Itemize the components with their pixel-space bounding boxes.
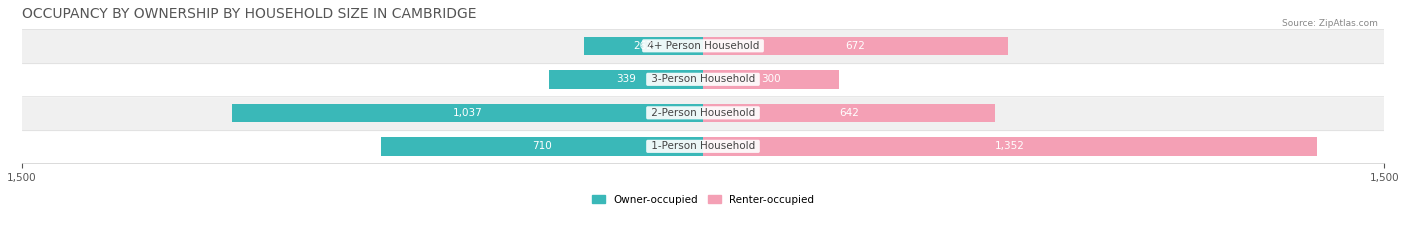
Bar bbox=[703, 37, 1008, 55]
Text: 1-Person Household: 1-Person Household bbox=[648, 141, 758, 151]
Text: Source: ZipAtlas.com: Source: ZipAtlas.com bbox=[1282, 19, 1378, 28]
Text: 672: 672 bbox=[845, 41, 866, 51]
Bar bbox=[232, 104, 703, 122]
Text: OCCUPANCY BY OWNERSHIP BY HOUSEHOLD SIZE IN CAMBRIDGE: OCCUPANCY BY OWNERSHIP BY HOUSEHOLD SIZE… bbox=[21, 7, 477, 21]
Text: 262: 262 bbox=[634, 41, 654, 51]
Text: 642: 642 bbox=[839, 108, 859, 118]
Text: 710: 710 bbox=[531, 141, 551, 151]
Text: 2-Person Household: 2-Person Household bbox=[648, 108, 758, 118]
Bar bbox=[703, 104, 994, 122]
Bar bbox=[381, 137, 703, 156]
Bar bbox=[21, 130, 1385, 163]
Bar bbox=[703, 137, 1317, 156]
Bar bbox=[583, 37, 703, 55]
Text: 339: 339 bbox=[616, 74, 636, 84]
Bar bbox=[21, 96, 1385, 130]
Text: 1,037: 1,037 bbox=[453, 108, 482, 118]
Legend: Owner-occupied, Renter-occupied: Owner-occupied, Renter-occupied bbox=[588, 191, 818, 209]
Bar bbox=[21, 29, 1385, 63]
Bar bbox=[703, 70, 839, 89]
Text: 4+ Person Household: 4+ Person Household bbox=[644, 41, 762, 51]
Text: 300: 300 bbox=[761, 74, 780, 84]
Bar bbox=[548, 70, 703, 89]
Text: 3-Person Household: 3-Person Household bbox=[648, 74, 758, 84]
Bar bbox=[21, 63, 1385, 96]
Text: 1,352: 1,352 bbox=[995, 141, 1025, 151]
